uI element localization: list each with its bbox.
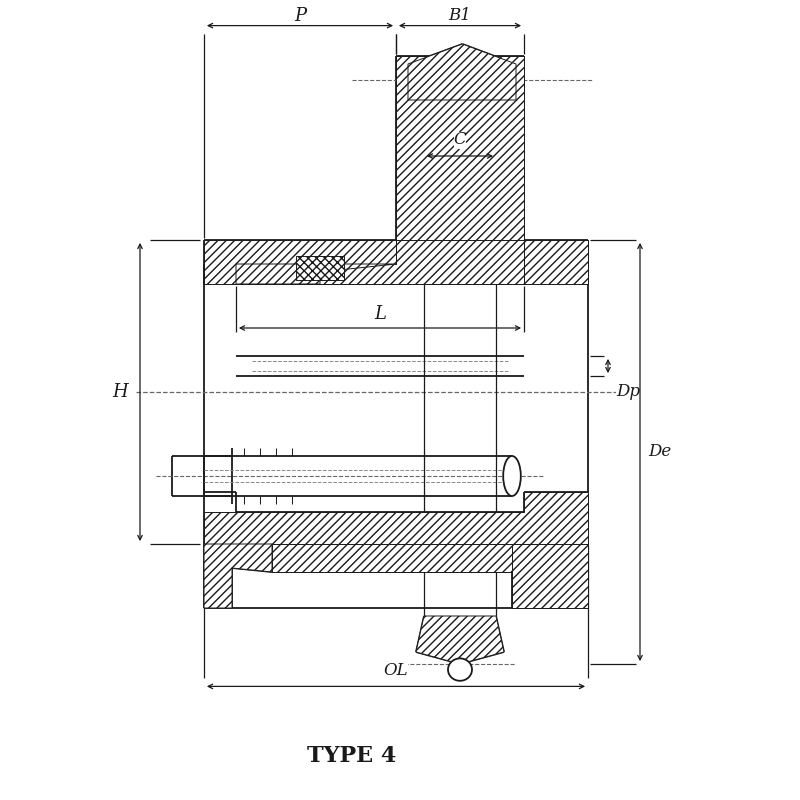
Polygon shape xyxy=(236,240,524,284)
Ellipse shape xyxy=(503,456,521,496)
Polygon shape xyxy=(204,544,272,608)
Polygon shape xyxy=(416,616,504,664)
Text: P: P xyxy=(294,7,306,25)
Polygon shape xyxy=(204,492,588,544)
Text: H: H xyxy=(112,383,128,401)
Text: Dp: Dp xyxy=(616,383,640,401)
Text: De: De xyxy=(648,443,672,461)
Polygon shape xyxy=(524,240,588,284)
Polygon shape xyxy=(236,264,396,284)
Text: B1: B1 xyxy=(449,7,471,25)
Text: C: C xyxy=(454,131,466,149)
Ellipse shape xyxy=(448,658,472,681)
Text: TYPE 4: TYPE 4 xyxy=(307,745,397,767)
Polygon shape xyxy=(204,240,396,284)
Polygon shape xyxy=(296,256,344,280)
Text: L: L xyxy=(374,305,386,322)
Polygon shape xyxy=(512,544,588,608)
Polygon shape xyxy=(408,44,516,100)
Polygon shape xyxy=(272,544,512,572)
Polygon shape xyxy=(396,56,524,240)
Text: OL: OL xyxy=(384,662,408,679)
